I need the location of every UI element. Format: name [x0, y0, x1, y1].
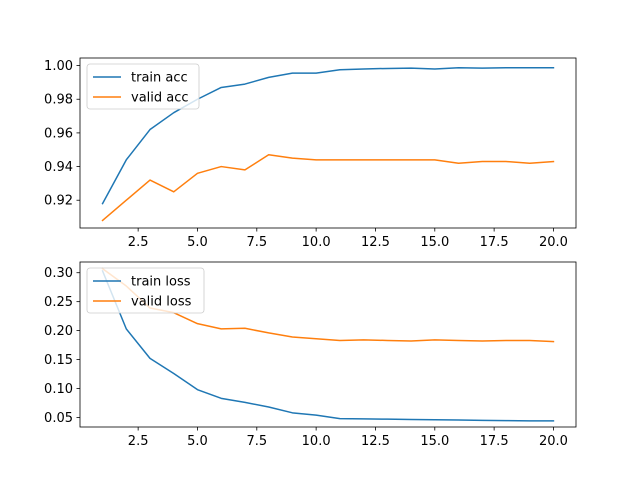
loss-x-tick-label: 10.0: [302, 434, 331, 449]
loss-series-line-valid: [101, 267, 555, 343]
loss-legend-label-train: train loss: [131, 275, 191, 290]
loss-y-tick-label: 0.25: [44, 295, 73, 310]
accuracy-x-tick-label: 10.0: [302, 235, 331, 250]
loss-x-tick-label: 20.0: [539, 434, 568, 449]
loss-y-tick-label: 0.05: [44, 411, 73, 426]
accuracy-axes-frame: [79, 57, 577, 229]
accuracy-series-line-valid: [101, 154, 555, 222]
accuracy-legend: train acc valid acc: [86, 63, 200, 110]
accuracy-legend-label-valid: valid acc: [131, 91, 189, 106]
accuracy-x-tick-label: 20.0: [539, 235, 568, 250]
loss-chart: 2.5 5.0 7.5 10.0 12.5 15.0 17.5 20.0 0.05 0.10 0.1…: [44, 261, 577, 449]
accuracy-legend-label-train: train acc: [131, 71, 188, 86]
loss-series-line-train: [101, 269, 555, 422]
loss-axes-frame: [79, 261, 577, 428]
accuracy-y-tick-label: 0.96: [44, 126, 73, 141]
accuracy-x-tick-label: 15.0: [420, 235, 449, 250]
loss-y-tick-label: 0.10: [44, 382, 73, 397]
loss-y-tick-label: 0.30: [44, 266, 73, 281]
loss-x-tick-label: 5.0: [187, 434, 208, 449]
loss-x-tick-label: 7.5: [246, 434, 267, 449]
accuracy-y-tick-label: 0.94: [44, 160, 73, 175]
accuracy-x-tick-label: 7.5: [246, 235, 267, 250]
loss-legend: train loss valid loss: [86, 267, 205, 314]
loss-x-tick-label: 17.5: [480, 434, 509, 449]
accuracy-x-tick-label: 5.0: [187, 235, 208, 250]
accuracy-series-line-train: [101, 67, 555, 205]
accuracy-x-tick-label: 2.5: [128, 235, 149, 250]
loss-x-tick-label: 2.5: [128, 434, 149, 449]
accuracy-y-tick-label: 1.00: [44, 59, 73, 74]
accuracy-x-tick-label: 12.5: [361, 235, 390, 250]
loss-y-tick-label: 0.15: [44, 353, 73, 368]
accuracy-chart: 2.5 5.0 7.5 10.0 12.5 15.0 17.5 20.0 0.92 0.94 0.9…: [44, 57, 577, 250]
accuracy-y-tick-label: 0.98: [44, 93, 73, 108]
accuracy-y-tick-label: 0.92: [44, 194, 73, 209]
loss-x-tick-label: 12.5: [361, 434, 390, 449]
loss-legend-label-valid: valid loss: [131, 295, 192, 310]
loss-y-tick-label: 0.20: [44, 324, 73, 339]
loss-x-tick-label: 15.0: [420, 434, 449, 449]
accuracy-x-tick-label: 17.5: [480, 235, 509, 250]
